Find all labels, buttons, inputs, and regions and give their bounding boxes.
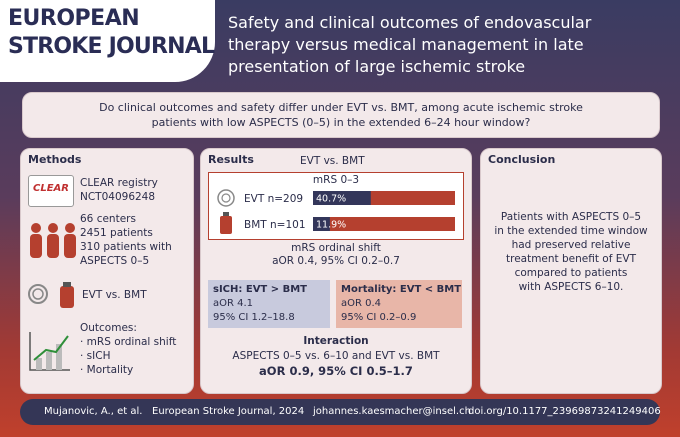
text-line: · sICH <box>80 350 111 362</box>
people-icon <box>30 223 76 258</box>
footer-bar <box>20 399 660 425</box>
logo-icon <box>28 175 74 207</box>
text-line: 66 centers <box>80 213 136 225</box>
text-line: 95% CI 1.2–18.8 <box>213 312 295 323</box>
text-line: mRS ordinal shift <box>291 242 381 254</box>
value-label: 40.7% <box>316 194 346 205</box>
text-line: CLEAR registry <box>80 177 158 189</box>
comparison: EVT vs. BMT <box>300 155 365 167</box>
people <box>30 223 76 258</box>
text-line: 95% CI 0.2–0.9 <box>341 312 417 323</box>
cohort: 66 centers 2451 patients 310 patients wi… <box>80 212 172 268</box>
group-label: EVT n=209 <box>244 193 304 205</box>
text-line: aOR 4.1 <box>213 298 254 309</box>
title-line: Safety and clinical outcomes of endovasc… <box>228 13 592 32</box>
text-line: aOR 0.4 <box>341 298 382 309</box>
shift: mRS ordinal shift aOR 0.4, 95% CI 0.2–0.… <box>208 242 464 268</box>
title: Safety and clinical outcomes of endovasc… <box>228 12 591 78</box>
text-line: aOR 0.9, 95% CI 0.5–1.7 <box>259 364 413 378</box>
conclusion-text: Patients with ASPECTS 0–5 in the extende… <box>480 210 662 294</box>
heading: Results <box>208 153 254 166</box>
logo-box <box>0 0 215 82</box>
logo-text: STROKE JOURNAL <box>8 34 215 59</box>
footer-journal: European Stroke Journal, 2024 <box>152 406 305 417</box>
heading: Conclusion <box>488 153 556 166</box>
mortality-box <box>336 280 462 328</box>
logo-label: CLEAR <box>33 183 69 194</box>
text-line: 2451 patients <box>80 227 153 239</box>
chart-icon <box>29 332 70 371</box>
title-line: therapy versus medical management in lat… <box>228 35 584 54</box>
footer-email: johannes.kaesmacher@insel.ch <box>313 406 471 417</box>
outcomes: Outcomes: · mRS ordinal shift · sICH · M… <box>80 321 176 377</box>
heading: Methods <box>28 153 82 166</box>
footer-author: Mujanovic, A., et al. <box>44 406 143 417</box>
value-label: 11.9% <box>316 220 346 231</box>
sich-box <box>208 280 330 328</box>
text-line: ASPECTS 0–5 <box>80 255 150 267</box>
bar-track <box>313 217 455 231</box>
bar <box>313 191 371 205</box>
bar <box>313 217 330 231</box>
text-line: in the extended time window <box>494 225 648 237</box>
text-line: with ASPECTS 6–10. <box>518 281 624 293</box>
group-label: BMT n=101 <box>244 219 306 231</box>
text-line: · mRS ordinal shift <box>80 336 177 348</box>
text-line: had preserved relative <box>511 239 631 251</box>
footer-doi: doi.org/10.1177_23969873241249406 <box>468 406 661 417</box>
question: Do clinical outcomes and safety differ u… <box>22 100 660 130</box>
text-line: 310 patients with <box>80 241 172 253</box>
interaction: Interaction ASPECTS 0–5 vs. 6–10 and EVT… <box>200 334 472 379</box>
question-line: patients with low ASPECTS (0–5) in the e… <box>151 116 531 129</box>
registry: CLEAR registry NCT04096248 <box>80 176 158 204</box>
sich: sICH: EVT > BMT aOR 4.1 95% CI 1.2–18.8 <box>213 283 307 325</box>
text-line: Outcomes: <box>80 322 137 334</box>
text-line: treatment benefit of EVT <box>505 253 636 265</box>
text-line: Mortality: EVT < BMT <box>341 284 462 295</box>
logo-text: EUROPEAN <box>8 6 140 31</box>
question-line: Do clinical outcomes and safety differ u… <box>99 101 583 114</box>
question-box <box>22 92 660 138</box>
text-line: aOR 0.4, 95% CI 0.2–0.7 <box>272 255 400 267</box>
text-line: Interaction <box>303 335 369 347</box>
title-line: presentation of large ischemic stroke <box>228 57 526 76</box>
evt-bmt-icon <box>28 282 74 308</box>
text-line: · Mortality <box>80 364 134 376</box>
comparison: EVT vs. BMT <box>82 289 147 301</box>
text-line: compared to patients <box>514 267 628 279</box>
text-line: Patients with ASPECTS 0–5 <box>500 211 642 223</box>
mrs-title: mRS 0–3 <box>312 174 360 186</box>
conclusion-panel <box>480 148 662 394</box>
text-line: NCT04096248 <box>80 191 156 203</box>
text-line: ASPECTS 0–5 vs. 6–10 and EVT vs. BMT <box>232 350 440 362</box>
text-line: sICH: EVT > BMT <box>213 284 307 295</box>
mortality: Mortality: EVT < BMT aOR 0.4 95% CI 0.2–… <box>341 283 461 325</box>
